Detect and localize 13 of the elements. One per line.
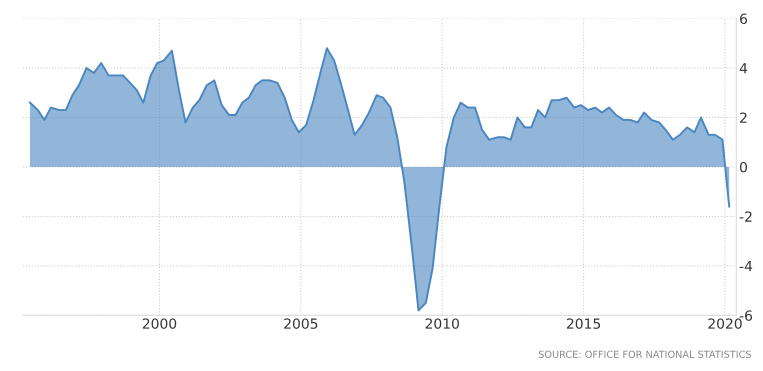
y-tick-label: 4 — [740, 63, 748, 74]
x-tick-label: 2010 — [426, 318, 459, 329]
y-tick-label: 2 — [740, 112, 747, 123]
y-tick-label: -6 — [740, 310, 752, 321]
y-tick-label: 0 — [740, 162, 747, 172]
x-tick-label: 2000 — [142, 318, 176, 329]
x-tick-label: 2015 — [566, 318, 600, 329]
x-tick-label: 2020 — [708, 318, 742, 329]
y-tick-label: -2 — [740, 211, 752, 222]
x-tick-label: 2005 — [284, 318, 318, 329]
y-tick-label: 6 — [740, 14, 748, 24]
y-tick-label: -4 — [740, 261, 752, 272]
source-note: SOURCE: OFFICE FOR NATIONAL STATISTICS — [538, 350, 752, 358]
